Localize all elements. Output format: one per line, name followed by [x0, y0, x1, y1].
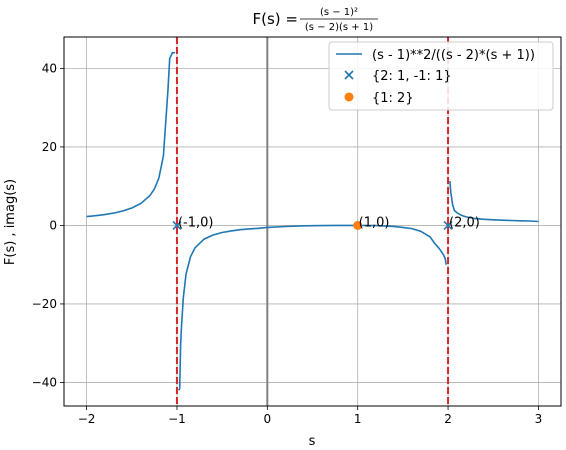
- curve-segment: [86, 51, 176, 218]
- chart-title-numerator: (s − 1)²: [320, 7, 358, 18]
- chart-title-denominator: (s − 2)(s + 1): [305, 22, 373, 33]
- legend-box: [328, 41, 554, 111]
- y-axis-label: F(s) , imag(s): [3, 179, 18, 265]
- x-tick-label: −2: [78, 412, 96, 426]
- annotations: (-1,0) (1,0) (2,0): [178, 215, 480, 230]
- x-tick-label: 3: [535, 412, 543, 426]
- curve-segment: [178, 224, 447, 391]
- y-tick-label: −20: [32, 297, 57, 311]
- legend-label-poles: {2: 1, -1: 1}: [372, 69, 452, 84]
- y-tick-label: 40: [42, 61, 57, 75]
- pole-marker: [443, 220, 453, 230]
- zero-marker: [353, 220, 363, 230]
- point-annotation: (2,0): [449, 215, 480, 230]
- y-tick-label: 20: [42, 140, 57, 154]
- legend-label-zeros: {1: 2}: [372, 91, 414, 106]
- series: [86, 51, 539, 391]
- chart-title-prefix: F(s) =: [253, 10, 298, 28]
- point-annotation: (1,0): [359, 215, 390, 230]
- plot-frame: [63, 36, 562, 407]
- x-tick-label: 2: [444, 412, 452, 426]
- legend-label-curve: (s - 1)**2/((s - 2)*(s + 1)): [372, 48, 535, 63]
- curve-segment: [449, 181, 539, 223]
- y-tick-label: 0: [49, 218, 57, 232]
- chart-title: F(s) = (s − 1)² (s − 2)(s + 1): [253, 7, 378, 33]
- point-annotation: (-1,0): [178, 215, 214, 230]
- x-tick-label: 0: [263, 412, 271, 426]
- legend: (s - 1)**2/((s - 2)*(s + 1)) {2: 1, -1: …: [328, 41, 554, 111]
- pole-marker: [172, 220, 182, 230]
- x-tick-label: −1: [168, 412, 186, 426]
- x-tick-label: 1: [354, 412, 362, 426]
- legend-circle-marker: [344, 92, 354, 102]
- x-axis-label: s: [309, 434, 316, 449]
- y-tick-label: −40: [32, 375, 57, 389]
- ticks: −2 −1 0 1 2 3 −40 −20 0 20 40: [32, 61, 543, 426]
- legend-x-marker: [344, 70, 354, 80]
